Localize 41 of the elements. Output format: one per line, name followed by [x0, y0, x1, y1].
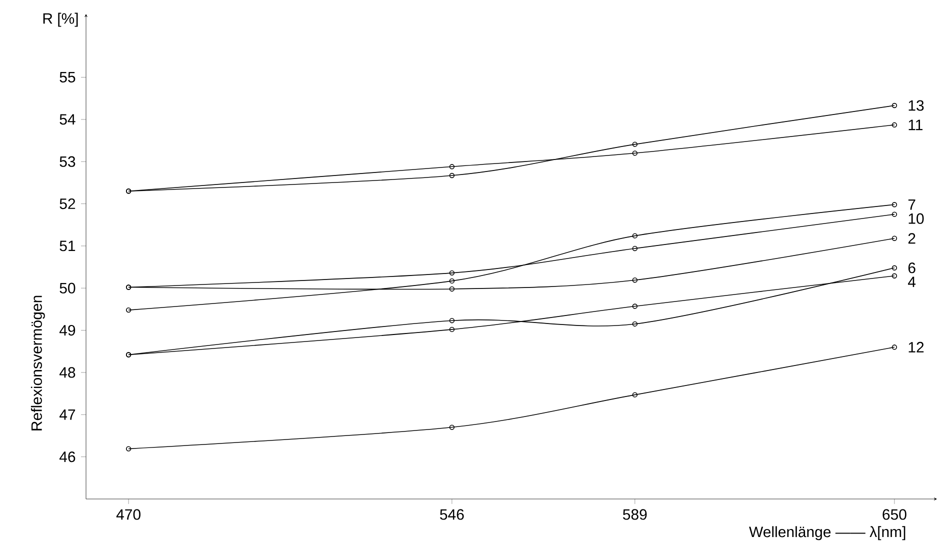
point — [632, 321, 638, 327]
x-tick-label: 546 — [440, 509, 464, 520]
series-label: 10 — [908, 213, 924, 224]
series-label: 7 — [908, 199, 916, 210]
y-tick-label: 52 — [60, 198, 76, 210]
series-label: 12 — [908, 342, 924, 352]
x-tick-label: 589 — [622, 509, 647, 520]
point — [632, 392, 638, 398]
point — [632, 304, 638, 309]
series-label: 11 — [908, 120, 922, 130]
series-label: 2 — [908, 233, 916, 244]
y-tick-label: 49 — [59, 324, 76, 336]
series-label: 4 — [908, 276, 916, 288]
y-tick-label: 51 — [60, 240, 76, 252]
y-tick-label: 55 — [60, 72, 76, 82]
y-tick-label: 54 — [60, 114, 76, 125]
point — [449, 164, 455, 170]
point — [449, 424, 455, 430]
series-label: 13 — [908, 100, 924, 111]
point — [449, 270, 455, 276]
point — [449, 318, 455, 324]
x-axis-title: Wellenlänge —— λ[nm] — [749, 526, 906, 540]
text: R [%] — [43, 12, 78, 27]
point — [632, 142, 638, 147]
y-tick-label: 50 — [60, 282, 76, 294]
y-tick-label: 47 — [59, 409, 76, 420]
point — [632, 233, 638, 238]
x-tick-label: 650 — [882, 509, 906, 520]
point — [449, 278, 455, 284]
point — [632, 150, 638, 156]
series-label: 6 — [908, 262, 916, 274]
y-tick-label: 46 — [59, 452, 76, 462]
y-tick-label: 48 — [59, 367, 76, 378]
x-tick-label: 470 — [116, 509, 140, 520]
point — [632, 278, 638, 283]
point — [632, 246, 638, 252]
y-tick-label: 53 — [60, 156, 76, 167]
y-axis-title: Reflexionsvermögen — [30, 296, 45, 430]
point — [449, 326, 455, 332]
point — [449, 172, 455, 178]
point — [449, 286, 455, 292]
